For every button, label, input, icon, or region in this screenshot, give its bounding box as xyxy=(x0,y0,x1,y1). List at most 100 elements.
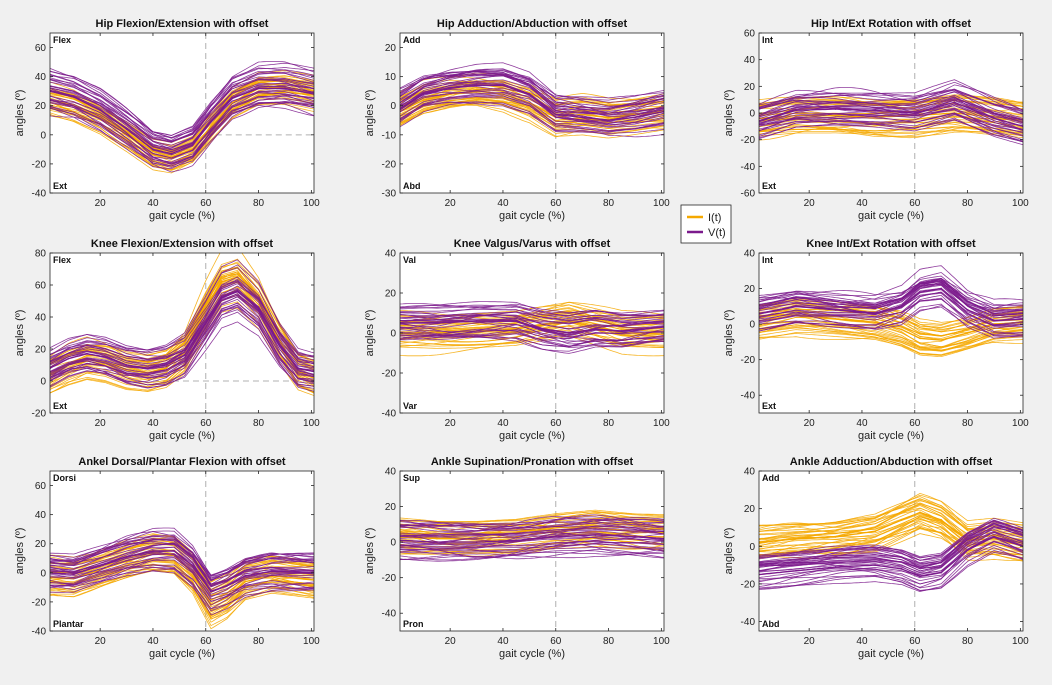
series-V-point xyxy=(634,535,636,538)
x-tick-label: 40 xyxy=(497,198,509,209)
series-V-trace xyxy=(759,284,1023,326)
series-V-trace xyxy=(400,530,664,543)
y-tick-label: -20 xyxy=(382,369,397,380)
axes-box xyxy=(399,32,665,194)
series-V-point xyxy=(515,539,518,542)
x-tick-label: 80 xyxy=(603,418,615,429)
series-I-point xyxy=(993,537,995,540)
y-tick-label: 60 xyxy=(35,481,47,492)
series-V-trace xyxy=(400,71,664,111)
series-V-trace xyxy=(759,89,1023,110)
y-tick-label: -40 xyxy=(382,609,397,620)
corner-label-top: Dorsi xyxy=(53,473,76,483)
x-tick-label: 60 xyxy=(909,198,921,209)
legend-label-V: V(t) xyxy=(708,227,726,239)
corner-label-top: Flex xyxy=(53,255,71,265)
series-V-trace xyxy=(400,74,664,99)
y-tick-label: 40 xyxy=(35,313,47,324)
series-I-point xyxy=(900,328,903,331)
y-tick-label: 40 xyxy=(744,467,756,478)
series-V-point xyxy=(449,87,452,90)
series-V-traces xyxy=(50,527,314,616)
y-tick-label: 40 xyxy=(744,249,756,260)
series-V-trace xyxy=(759,294,1023,338)
series-I-trace xyxy=(400,104,664,139)
series-V-point xyxy=(795,569,797,572)
y-axis-label: angles (º) xyxy=(14,528,26,575)
series-I-point xyxy=(966,332,969,334)
series-V-point xyxy=(231,97,234,100)
series-V-trace xyxy=(50,570,314,612)
series-V-trace xyxy=(759,112,1023,142)
series-V-trace xyxy=(759,550,1023,591)
series-V-trace xyxy=(400,101,664,138)
x-tick-label: 60 xyxy=(550,636,562,647)
series-V-point xyxy=(554,535,557,538)
series-V-trace xyxy=(759,275,1023,311)
chart-panel-9: 20 40 60 80 100 -40 -20 0 20 40 Ankle Adduction/Ab… xyxy=(723,456,1029,660)
x-axis-label: gait cycle (%) xyxy=(858,210,924,222)
series-V-trace xyxy=(400,101,664,135)
series-V-trace xyxy=(400,527,664,536)
y-tick-label: -20 xyxy=(382,159,397,170)
series-V-trace xyxy=(50,305,314,392)
series-V-trace xyxy=(50,285,314,365)
series-V-point xyxy=(284,87,286,90)
series-V-trace xyxy=(400,528,664,538)
series-V-point xyxy=(919,575,921,578)
series-V-trace xyxy=(400,101,664,133)
series-V-trace xyxy=(759,81,1023,115)
series-V-trace xyxy=(400,301,664,319)
chart-title: Knee Int/Ext Rotation with offset xyxy=(806,238,976,250)
series-V-point xyxy=(919,291,921,294)
series-V-point xyxy=(99,109,102,111)
chart-panel-1: 20 40 60 80 100 -40 -20 0 20 40 60 Hip Flexion/Exte… xyxy=(14,18,320,222)
series-V-trace xyxy=(400,516,664,529)
y-tick-label: -20 xyxy=(382,573,397,584)
y-tick-label: -20 xyxy=(32,409,47,420)
series-V-trace xyxy=(50,84,314,149)
series-V-point xyxy=(173,550,175,552)
y-tick-label: 40 xyxy=(744,55,756,66)
series-I-point xyxy=(795,537,797,540)
series-V-trace xyxy=(50,568,314,602)
series-V-point xyxy=(993,319,995,322)
series-V-point xyxy=(528,93,531,95)
series-V-trace xyxy=(50,291,314,361)
x-tick-label: 60 xyxy=(550,198,562,209)
series-V-trace xyxy=(50,546,314,592)
series-V-point xyxy=(966,549,969,551)
series-V-point xyxy=(72,96,75,98)
series-V-mean-line xyxy=(400,320,664,334)
plot-content xyxy=(400,33,664,193)
series-I-point xyxy=(220,280,223,283)
y-tick-label: -40 xyxy=(32,627,47,638)
series-I-point xyxy=(919,337,921,340)
chart-title: Hip Flexion/Extension with offset xyxy=(96,18,269,30)
series-V-trace xyxy=(759,526,1023,565)
y-tick-label: -40 xyxy=(741,391,756,402)
series-I-trace xyxy=(759,329,1023,356)
series-V-trace xyxy=(400,543,664,552)
series-V-trace xyxy=(400,68,664,109)
y-tick-label: -40 xyxy=(382,409,397,420)
series-V-mean-line xyxy=(759,536,1023,578)
y-tick-label: 40 xyxy=(35,72,47,83)
series-I-trace xyxy=(50,94,314,174)
x-tick-label: 100 xyxy=(303,198,320,209)
x-tick-label: 80 xyxy=(253,198,265,209)
series-V-trace xyxy=(50,267,314,363)
series-V-trace xyxy=(400,93,664,132)
series-V-trace xyxy=(50,78,314,150)
series-V-trace xyxy=(50,546,314,593)
series-I-trace xyxy=(400,82,664,106)
series-V-trace xyxy=(759,519,1023,569)
x-tick-label: 40 xyxy=(856,636,868,647)
series-I-trace xyxy=(759,122,1023,136)
series-V-point xyxy=(874,312,877,315)
series-V-point xyxy=(834,108,837,110)
series-I-trace xyxy=(400,512,664,524)
series-V-trace xyxy=(50,281,314,376)
